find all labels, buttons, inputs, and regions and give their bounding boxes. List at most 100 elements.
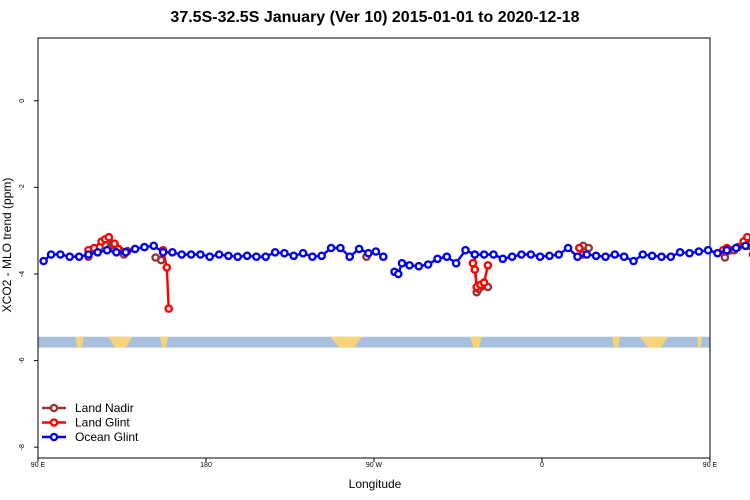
land-patch	[697, 336, 702, 348]
land-glint-series	[84, 232, 750, 313]
ocean-glint-point	[354, 244, 364, 254]
land-patch	[160, 336, 168, 348]
ocean-glint-point	[731, 243, 741, 253]
land-glint-point	[575, 243, 584, 253]
ocean-glint-point	[507, 252, 517, 262]
land-glint-point	[104, 232, 114, 242]
ocean-glint-point	[666, 252, 676, 262]
land-nadir-point	[584, 243, 594, 253]
y-tick-label: -8	[19, 444, 26, 450]
ocean-glint-point	[517, 250, 526, 259]
x-axis-label: Longitude	[349, 477, 402, 491]
ocean-glint-point	[242, 251, 252, 261]
land-nadir-point	[156, 255, 166, 265]
y-axis: 0 -2 -4 -6 -8	[19, 99, 38, 450]
ocean-glint-point	[177, 250, 186, 259]
x-tick-label: 90 E	[31, 462, 46, 469]
legend-marker-land-glint	[49, 418, 59, 427]
ocean-glint-point	[601, 252, 610, 262]
ocean-glint-point	[214, 250, 224, 259]
ocean-glint-point	[140, 242, 149, 252]
ocean-glint-point	[317, 251, 327, 261]
series-layer	[39, 232, 750, 313]
ocean-glint-point	[371, 247, 381, 256]
land-patch	[108, 336, 132, 348]
ocean-glint-point	[393, 269, 403, 279]
ocean-glint-point	[102, 245, 112, 255]
ocean-glint-point	[498, 254, 508, 264]
legend-label-ocean-glint: Ocean Glint	[75, 430, 139, 444]
ocean-glint-point	[56, 250, 65, 259]
ocean-glint-point	[685, 248, 694, 258]
ocean-glint-point	[345, 252, 355, 262]
ocean-glint-point	[713, 248, 722, 258]
ocean-glint-point	[308, 252, 317, 262]
ocean-glint-point	[526, 250, 536, 259]
y-axis-label: XCO2 - MLO trend (ppm)	[0, 178, 14, 313]
ocean-glint-point	[298, 248, 308, 258]
ocean-glint-point	[289, 251, 299, 261]
ocean-glint-point	[186, 250, 196, 259]
ocean-glint-point	[610, 250, 620, 259]
ocean-glint-point	[93, 247, 102, 257]
ocean-glint-point	[629, 256, 638, 266]
ocean-glint-series	[39, 241, 750, 279]
ocean-glint-point	[112, 247, 121, 257]
legend-marker-ocean-glint	[49, 432, 59, 442]
legend-label-land-nadir: Land Nadir	[75, 401, 134, 415]
ocean-glint-point	[205, 252, 214, 262]
ocean-glint-point	[423, 260, 433, 269]
ocean-glint-point	[74, 252, 84, 262]
ocean-glint-point	[405, 260, 414, 270]
land-glint-point	[162, 263, 172, 272]
ocean-glint-point	[470, 250, 480, 259]
y-tick-label: -6	[19, 357, 26, 363]
ocean-band	[38, 336, 710, 348]
ocean-glint-point	[280, 248, 289, 258]
ocean-glint-point	[619, 252, 629, 262]
x-axis: 90 E 180 90 W 0 90 E	[31, 458, 718, 469]
ocean-glint-point	[149, 241, 158, 251]
ocean-glint-point	[741, 241, 750, 251]
ocean-glint-point	[694, 247, 704, 256]
ocean-glint-point	[65, 252, 74, 262]
land-patch	[470, 336, 482, 348]
ocean-glint-point	[270, 247, 280, 257]
ocean-glint-point	[554, 250, 564, 259]
ocean-glint-point	[261, 252, 271, 262]
ocean-glint-point	[591, 251, 601, 261]
land-glint-point	[470, 265, 480, 274]
land-patch	[75, 336, 84, 348]
land-glint-point	[483, 260, 493, 270]
x-tick-label: 90 W	[366, 462, 383, 469]
y-tick-label: 0	[19, 99, 26, 103]
ocean-glint-point	[703, 245, 713, 255]
ocean-glint-point	[545, 251, 554, 261]
land-patch	[640, 336, 668, 348]
ocean-glint-point	[414, 261, 424, 271]
land-mask-band	[38, 336, 710, 348]
legend-marker-land-nadir	[49, 403, 59, 413]
ocean-glint-point	[433, 254, 442, 264]
ocean-glint-point	[46, 250, 56, 259]
ocean-glint-point	[461, 245, 470, 255]
ocean-glint-point	[252, 252, 261, 262]
ocean-glint-point	[130, 244, 140, 254]
ocean-glint-point	[638, 250, 648, 259]
ocean-glint-point	[158, 247, 168, 257]
ocean-glint-point	[442, 252, 452, 262]
legend-label-land-glint: Land Glint	[75, 416, 130, 430]
ocean-glint-point	[573, 252, 582, 262]
land-glint-line	[161, 249, 170, 309]
ocean-glint-point	[336, 243, 345, 253]
ocean-glint-point	[675, 247, 685, 257]
x-tick-label: 0	[540, 462, 544, 469]
ocean-glint-point	[479, 250, 489, 259]
ocean-glint-point	[397, 258, 407, 268]
x-tick-label: 180	[200, 462, 212, 469]
land-glint-point	[479, 278, 489, 287]
ocean-glint-point	[196, 250, 205, 259]
ocean-glint-point	[121, 247, 130, 257]
ocean-glint-point	[224, 251, 233, 261]
